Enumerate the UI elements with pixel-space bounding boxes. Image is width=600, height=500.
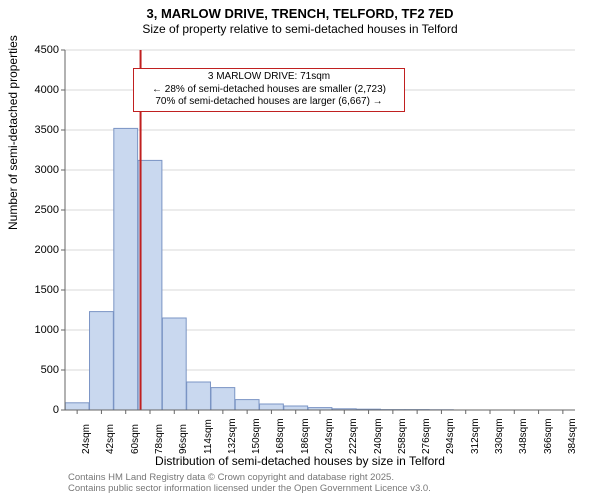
x-tick-label: 186sqm xyxy=(300,418,311,454)
x-tick-label: 168sqm xyxy=(275,418,286,454)
x-tick-label: 60sqm xyxy=(130,424,141,454)
page-title-line1: 3, MARLOW DRIVE, TRENCH, TELFORD, TF2 7E… xyxy=(0,6,600,22)
footer-line1: Contains HM Land Registry data © Crown c… xyxy=(68,472,431,483)
y-tick-label: 1000 xyxy=(19,324,59,336)
y-tick-label: 3000 xyxy=(19,164,59,176)
annotation-line3: 70% of semi-detached houses are larger (… xyxy=(138,96,400,109)
x-tick-label: 24sqm xyxy=(81,424,92,454)
chart-area: 3 MARLOW DRIVE: 71sqm ← 28% of semi-deta… xyxy=(65,50,575,410)
x-tick-label: 258sqm xyxy=(397,418,408,454)
footer-line2: Contains public sector information licen… xyxy=(68,483,431,494)
y-axis-label: Number of semi-detached properties xyxy=(6,35,20,230)
annotation-line1: 3 MARLOW DRIVE: 71sqm xyxy=(138,71,400,84)
y-tick-label: 1500 xyxy=(19,284,59,296)
x-tick-label: 96sqm xyxy=(178,424,189,454)
x-tick-label: 348sqm xyxy=(518,418,529,454)
x-tick-label: 132sqm xyxy=(227,418,238,454)
y-tick-label: 4500 xyxy=(19,44,59,56)
x-tick-label: 330sqm xyxy=(494,418,505,454)
x-axis-label: Distribution of semi-detached houses by … xyxy=(0,454,600,468)
x-tick-label: 276sqm xyxy=(421,418,432,454)
y-tick-label: 2000 xyxy=(19,244,59,256)
x-tick-label: 114sqm xyxy=(203,419,214,454)
y-tick-label: 2500 xyxy=(19,204,59,216)
x-tick-label: 42sqm xyxy=(105,424,116,454)
y-tick-label: 500 xyxy=(19,364,59,376)
annotation-box: 3 MARLOW DRIVE: 71sqm ← 28% of semi-deta… xyxy=(133,68,405,112)
footer-attribution: Contains HM Land Registry data © Crown c… xyxy=(68,472,431,495)
x-tick-label: 240sqm xyxy=(373,418,384,454)
x-tick-label: 312sqm xyxy=(470,418,481,454)
page-title-line2: Size of property relative to semi-detach… xyxy=(0,22,600,37)
x-tick-label: 150sqm xyxy=(251,418,262,454)
x-tick-label: 294sqm xyxy=(445,418,456,454)
x-tick-label: 78sqm xyxy=(154,424,165,454)
y-tick-label: 3500 xyxy=(19,124,59,136)
x-tick-label: 384sqm xyxy=(567,418,578,454)
y-tick-label: 4000 xyxy=(19,84,59,96)
x-tick-label: 204sqm xyxy=(324,418,335,454)
x-tick-label: 222sqm xyxy=(348,418,359,454)
annotation-line2: ← 28% of semi-detached houses are smalle… xyxy=(138,84,400,97)
y-tick-label: 0 xyxy=(19,404,59,416)
x-tick-label: 366sqm xyxy=(543,418,554,454)
